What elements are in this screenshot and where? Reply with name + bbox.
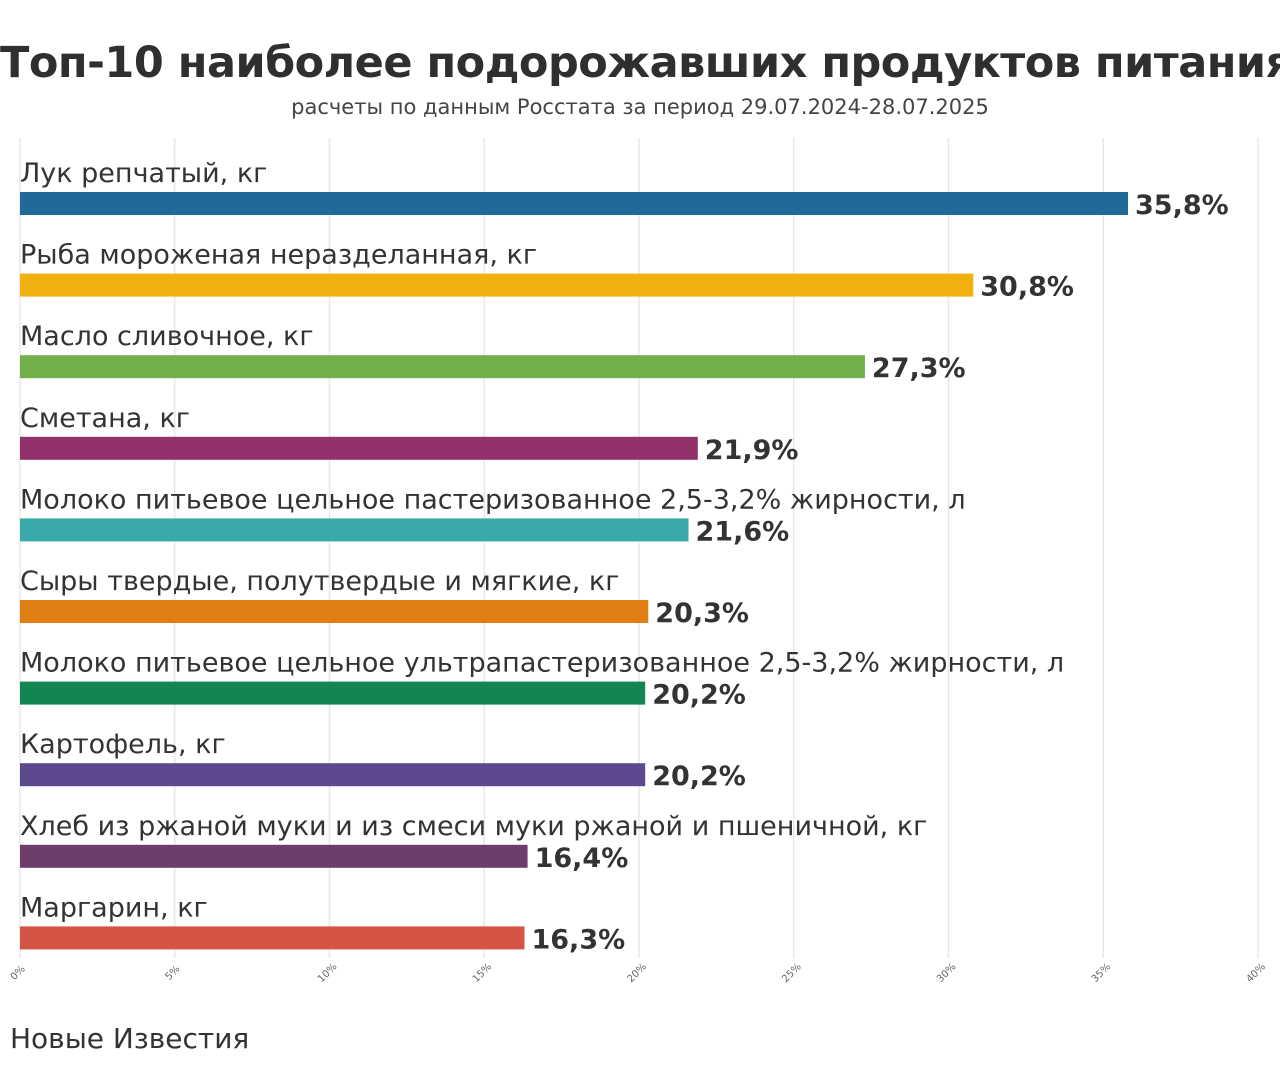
category-label: Хлеб из ржаной муки и из смеси муки ржан…	[20, 811, 927, 842]
source-credit: Новые Известия	[10, 1022, 250, 1055]
value-label: 21,9%	[705, 435, 799, 466]
category-label: Масло сливочное, кг	[20, 321, 314, 352]
value-label: 20,2%	[652, 680, 746, 711]
x-tick-label: 40%	[1244, 961, 1268, 985]
category-label: Маргарин, кг	[20, 892, 208, 923]
value-label: 16,3%	[531, 924, 625, 955]
bar	[20, 436, 698, 460]
bar	[20, 518, 689, 542]
x-tick-label: 15%	[471, 961, 495, 985]
x-tick-label: 0%	[9, 964, 28, 983]
chart-subtitle: расчеты по данным Росстата за период 29.…	[291, 95, 989, 119]
bar	[20, 844, 528, 868]
category-label: Сыры твердые, полутвердые и мягкие, кг	[20, 566, 619, 597]
x-tick-label: 10%	[316, 961, 340, 985]
value-label: 21,6%	[696, 516, 790, 547]
value-label: 35,8%	[1135, 190, 1229, 221]
value-label: 27,3%	[872, 353, 966, 384]
x-tick-label: 30%	[935, 961, 959, 985]
category-label: Молоко питьевое цельное ультрапастеризов…	[20, 648, 1064, 679]
bar	[20, 763, 646, 787]
bar	[20, 355, 865, 379]
category-label: Картофель, кг	[20, 729, 226, 760]
value-label: 16,4%	[535, 843, 629, 874]
value-label: 20,3%	[655, 598, 749, 629]
category-label: Молоко питьевое цельное пастеризованное …	[20, 484, 966, 515]
bar	[20, 926, 525, 950]
x-tick-label: 20%	[625, 961, 649, 985]
chart-title: Топ-10 наиболее подорожавших продуктов п…	[0, 38, 1280, 88]
category-label: Рыба мороженая неразделанная, кг	[20, 240, 537, 271]
x-tick-label: 5%	[163, 964, 182, 983]
value-label: 30,8%	[980, 272, 1074, 303]
x-tick-label: 25%	[780, 961, 804, 985]
bar	[20, 681, 646, 705]
category-label: Лук репчатый, кг	[20, 158, 267, 189]
x-tick-label: 35%	[1090, 961, 1114, 985]
category-label: Сметана, кг	[20, 403, 190, 434]
bar	[20, 192, 1129, 215]
bar	[20, 273, 974, 297]
bar	[20, 600, 649, 623]
bar-chart: 0% 5% 10% 15% 20% 25% 30% 35% 40% Лук репчатый, к…	[9, 138, 1268, 985]
value-label: 20,2%	[652, 761, 746, 792]
